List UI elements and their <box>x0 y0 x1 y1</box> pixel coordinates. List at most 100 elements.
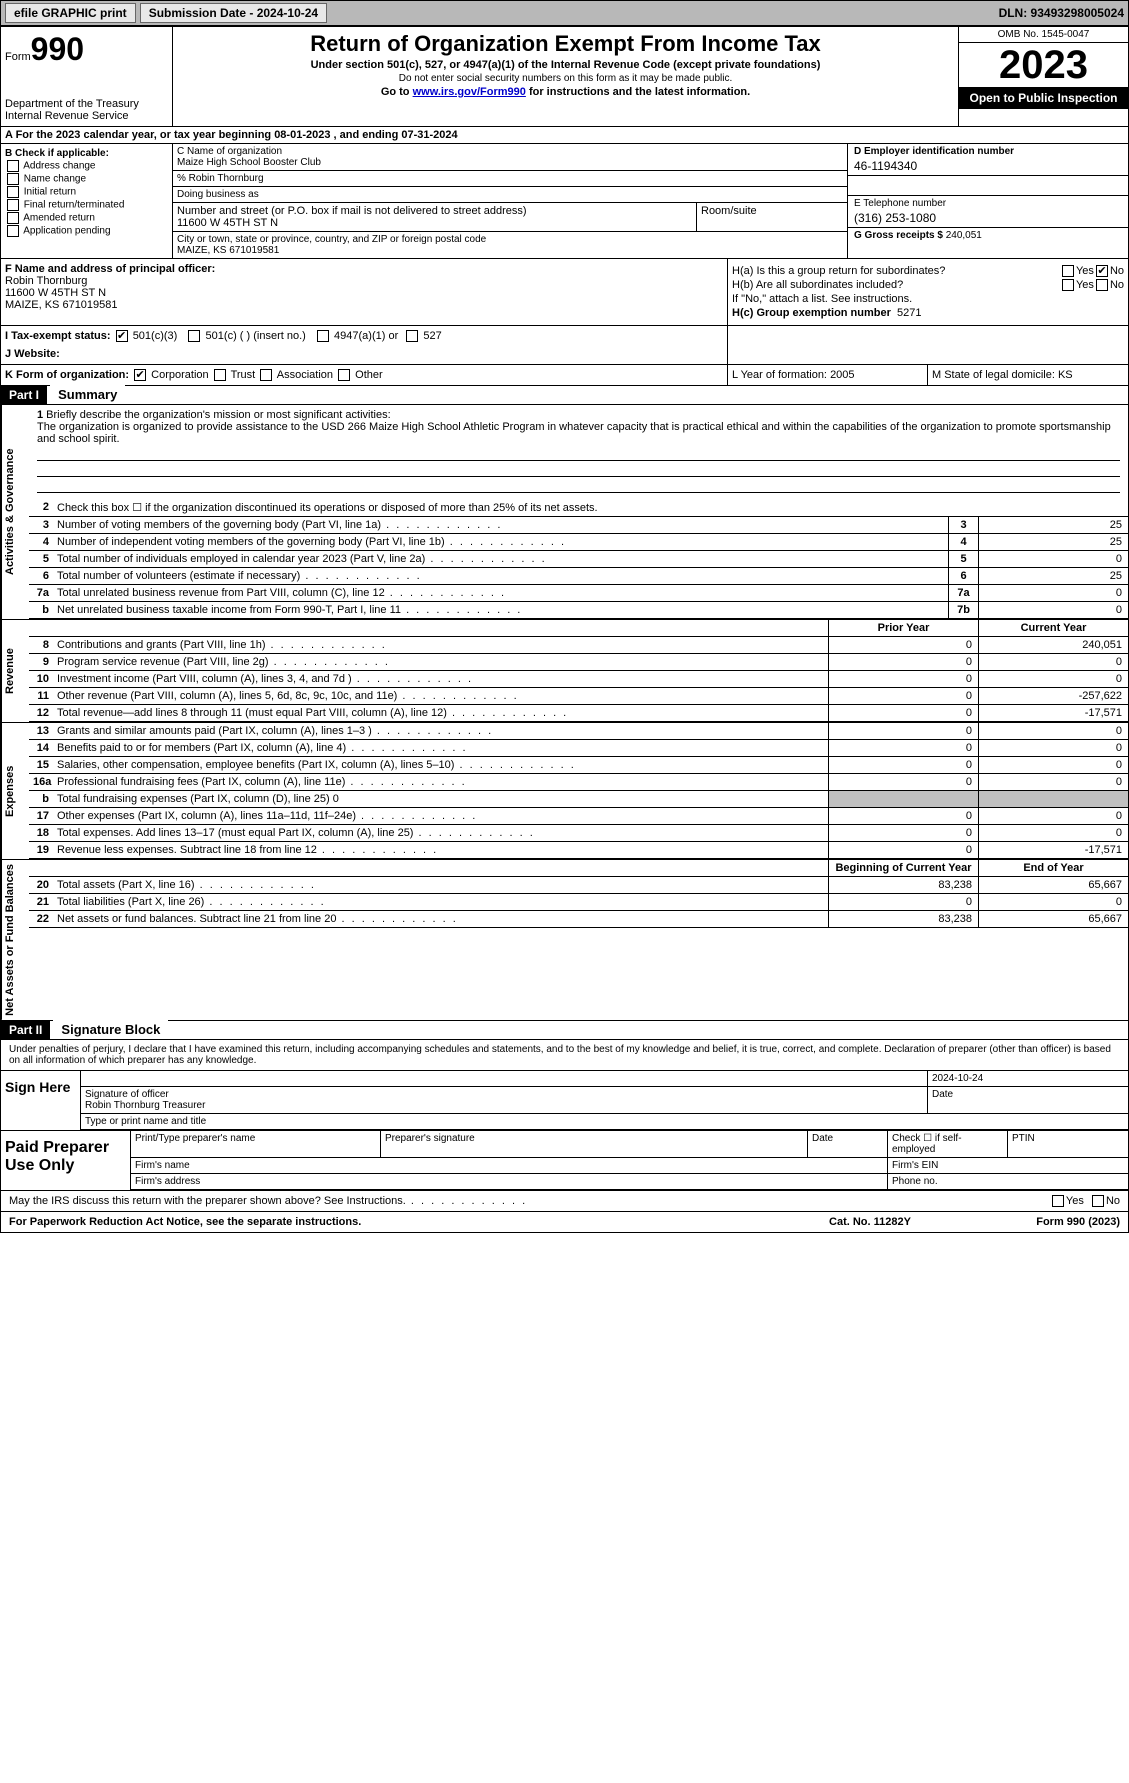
date-label: Date <box>928 1087 1128 1113</box>
501c3-check[interactable] <box>116 330 128 342</box>
opt-other: Other <box>355 369 383 381</box>
part1-title: Summary <box>50 385 125 404</box>
hc-value: 5271 <box>897 307 921 319</box>
omb-number: OMB No. 1545-0047 <box>959 27 1128 43</box>
form-number: 990 <box>31 31 84 67</box>
ha-label: H(a) Is this a group return for subordin… <box>732 265 1060 277</box>
sign-date: 2024-10-24 <box>928 1071 1128 1086</box>
prep-date-label: Date <box>808 1131 888 1157</box>
section-label: Revenue <box>1 620 29 722</box>
firm-ein-label: Firm's EIN <box>888 1158 1128 1173</box>
dln-text: DLN: 93493298005024 <box>999 6 1124 20</box>
opt-501c: 501(c) ( ) (insert no.) <box>206 330 306 342</box>
opt-assoc: Association <box>277 369 333 381</box>
colb-option[interactable]: Name change <box>5 173 168 185</box>
colb-option[interactable]: Address change <box>5 160 168 172</box>
ein-value: 46-1194340 <box>854 157 1122 173</box>
efile-btn[interactable]: efile GRAPHIC print <box>5 3 136 23</box>
colb-option[interactable]: Final return/terminated <box>5 199 168 211</box>
type-name-label: Type or print name and title <box>81 1114 1128 1129</box>
goto-pre: Go to <box>381 86 413 98</box>
part2-title: Signature Block <box>53 1020 168 1039</box>
hb-no[interactable] <box>1096 279 1108 291</box>
phone-value: (316) 253-1080 <box>854 209 1122 225</box>
hb-yes[interactable] <box>1062 279 1074 291</box>
part2-header: Part II <box>1 1021 50 1039</box>
hc-label: H(c) Group exemption number <box>732 307 891 319</box>
assoc-check[interactable] <box>260 369 272 381</box>
phone-label: E Telephone number <box>854 198 946 209</box>
officer-label: F Name and address of principal officer: <box>5 263 215 275</box>
opt-4947: 4947(a)(1) or <box>334 330 398 342</box>
opt-trust: Trust <box>231 369 256 381</box>
dept-text: Department of the Treasury Internal Reve… <box>5 98 168 122</box>
officer-name: Robin Thornburg <box>5 275 87 287</box>
trust-check[interactable] <box>214 369 226 381</box>
self-employed-label: Check ☐ if self-employed <box>888 1131 1008 1157</box>
opt-527: 527 <box>423 330 441 342</box>
tax-year: 2023 <box>959 43 1128 87</box>
ptin-label: PTIN <box>1008 1131 1128 1157</box>
addr-label: Number and street (or P.O. box if mail i… <box>177 205 527 217</box>
gross-value: 240,051 <box>946 230 982 241</box>
perjury-declaration: Under penalties of perjury, I declare th… <box>1 1040 1128 1070</box>
sign-here-label: Sign Here <box>1 1071 81 1130</box>
section-label: Net Assets or Fund Balances <box>1 860 29 1020</box>
colb-option[interactable]: Amended return <box>5 212 168 224</box>
discuss-yes[interactable] <box>1052 1195 1064 1207</box>
subtitle-2: Do not enter social security numbers on … <box>181 73 950 84</box>
domicile-value: KS <box>1058 369 1073 381</box>
dba-label: Doing business as <box>173 187 847 203</box>
city-label: City or town, state or province, country… <box>177 234 486 245</box>
subtitle-1: Under section 501(c), 527, or 4947(a)(1)… <box>181 59 950 71</box>
preparer-name-label: Print/Type preparer's name <box>131 1131 381 1157</box>
org-name: Maize High School Booster Club <box>177 157 321 168</box>
discuss-no[interactable] <box>1092 1195 1104 1207</box>
tax-exempt-label: I Tax-exempt status: <box>5 330 111 342</box>
opt-501c3: 501(c)(3) <box>133 330 178 342</box>
website-label: J Website: <box>5 348 60 360</box>
year-formation-label: L Year of formation: <box>732 369 827 381</box>
firm-phone-label: Phone no. <box>888 1174 1128 1189</box>
527-check[interactable] <box>406 330 418 342</box>
open-inspection: Open to Public Inspection <box>959 87 1128 109</box>
officer-addr2: MAIZE, KS 671019581 <box>5 299 118 311</box>
section-label: Activities & Governance <box>1 405 29 619</box>
ha-yes[interactable] <box>1062 265 1074 277</box>
pra-notice: For Paperwork Reduction Act Notice, see … <box>9 1216 770 1228</box>
top-bar: efile GRAPHIC print Submission Date - 20… <box>0 0 1129 26</box>
irs-link[interactable]: www.irs.gov/Form990 <box>413 86 526 98</box>
hb-label: H(b) Are all subordinates included? <box>732 279 1060 291</box>
sig-officer-label: Signature of officer <box>85 1089 169 1100</box>
ha-no[interactable] <box>1096 265 1108 277</box>
room-label: Room/suite <box>697 203 847 231</box>
501c-check[interactable] <box>188 330 200 342</box>
firm-addr-label: Firm's address <box>131 1174 888 1189</box>
colb-option[interactable]: Initial return <box>5 186 168 198</box>
form-label: Form <box>5 51 31 63</box>
paid-preparer-label: Paid Preparer Use Only <box>1 1131 131 1190</box>
cat-number: Cat. No. 11282Y <box>770 1216 970 1228</box>
discuss-text: May the IRS discuss this return with the… <box>9 1195 406 1207</box>
care-of: % Robin Thornburg <box>173 171 847 187</box>
other-check[interactable] <box>338 369 350 381</box>
colb-option[interactable]: Application pending <box>5 225 168 237</box>
col-b-title: B Check if applicable: <box>5 148 109 159</box>
form-org-label: K Form of organization: <box>5 369 129 381</box>
form-990: Form990 Department of the Treasury Inter… <box>0 26 1129 1233</box>
preparer-sig-label: Preparer's signature <box>381 1131 808 1157</box>
opt-corp: Corporation <box>151 369 208 381</box>
row-a-period: A For the 2023 calendar year, or tax yea… <box>1 127 1128 144</box>
col-b-checkboxes: B Check if applicable: Address change Na… <box>1 144 173 258</box>
section-label: Expenses <box>1 723 29 859</box>
submission-btn[interactable]: Submission Date - 2024-10-24 <box>140 3 327 23</box>
city-value: MAIZE, KS 671019581 <box>177 245 279 256</box>
name-label: C Name of organization <box>177 146 282 157</box>
form-footer: Form 990 (2023) <box>970 1216 1120 1228</box>
form-title: Return of Organization Exempt From Incom… <box>181 31 950 57</box>
sig-officer-name: Robin Thornburg Treasurer <box>85 1100 205 1111</box>
4947-check[interactable] <box>317 330 329 342</box>
corp-check[interactable] <box>134 369 146 381</box>
firm-name-label: Firm's name <box>131 1158 888 1173</box>
gross-label: G Gross receipts $ <box>854 230 943 241</box>
